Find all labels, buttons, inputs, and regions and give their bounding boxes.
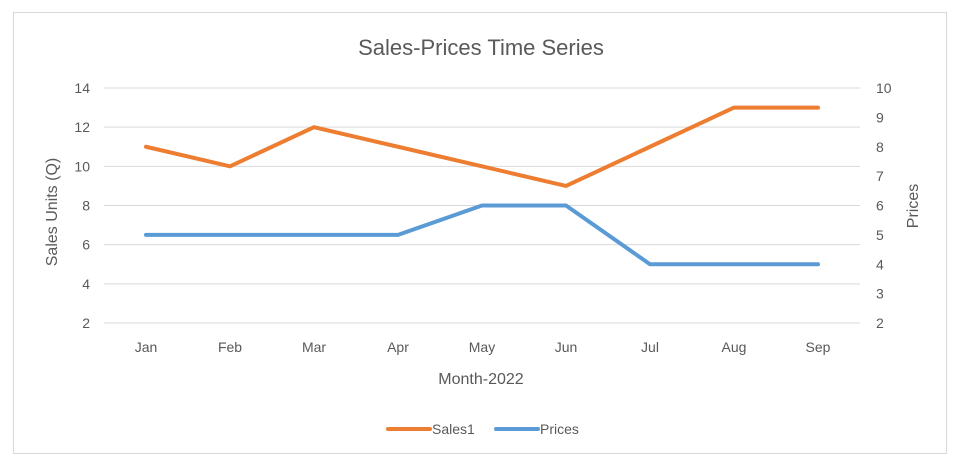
series-line-sales1 xyxy=(144,105,820,188)
line-chart: Sales-Prices Time Series 2 4 6 8 10 12 14 2 3 4 5… xyxy=(44,35,922,437)
right-tick-label: 2 xyxy=(876,315,884,331)
x-tick-label: Mar xyxy=(302,339,326,355)
right-tick-label: 8 xyxy=(876,139,884,155)
series-line-prices xyxy=(144,203,820,267)
legend: Sales1 Prices xyxy=(386,421,579,437)
x-tick-label: Apr xyxy=(387,339,409,355)
x-tick-label: Jul xyxy=(641,339,659,355)
right-tick-label: 7 xyxy=(876,168,884,184)
y2-axis-title: Prices xyxy=(905,184,922,228)
left-tick-label: 4 xyxy=(82,276,90,292)
right-tick-label: 9 xyxy=(876,109,884,125)
left-tick-label: 8 xyxy=(82,198,90,214)
left-tick-label: 14 xyxy=(74,80,90,96)
right-tick-label: 3 xyxy=(876,286,884,302)
x-tick-label: May xyxy=(469,339,495,355)
x-tick-label: Jun xyxy=(555,339,578,355)
left-tick-label: 10 xyxy=(74,158,90,174)
x-tick-label: Aug xyxy=(722,339,747,355)
right-tick-label: 6 xyxy=(876,198,884,214)
left-tick-label: 12 xyxy=(74,119,90,135)
legend-label: Sales1 xyxy=(432,421,475,437)
right-tick-label: 10 xyxy=(876,80,892,96)
left-axis-ticks: 2 4 6 8 10 12 14 xyxy=(74,80,90,331)
right-tick-label: 4 xyxy=(876,256,884,272)
x-axis-ticks: Jan Feb Mar Apr May Jun Jul Aug Sep xyxy=(135,339,831,355)
left-tick-label: 6 xyxy=(82,237,90,253)
x-tick-label: Feb xyxy=(218,339,242,355)
right-tick-label: 5 xyxy=(876,227,884,243)
right-axis-ticks: 2 3 4 5 6 7 8 9 10 xyxy=(876,80,892,331)
x-axis-title: Month-2022 xyxy=(438,371,523,388)
legend-label: Prices xyxy=(540,421,579,437)
y-axis-title: Sales Units (Q) xyxy=(44,158,61,266)
x-tick-label: Sep xyxy=(806,339,831,355)
left-tick-label: 2 xyxy=(82,315,90,331)
series-lines xyxy=(144,105,820,267)
x-tick-label: Jan xyxy=(135,339,158,355)
chart-frame: Sales-Prices Time Series 2 4 6 8 10 12 14 2 3 4 5… xyxy=(13,12,947,454)
chart-title: Sales-Prices Time Series xyxy=(358,35,604,60)
